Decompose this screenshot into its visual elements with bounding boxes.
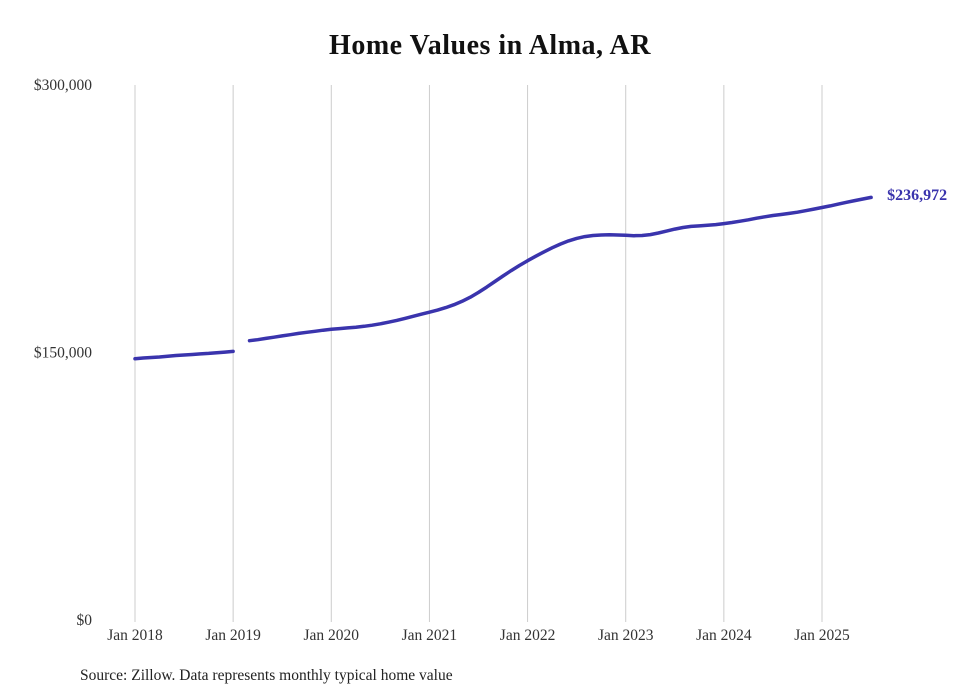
x-tick-label: Jan 2025 xyxy=(794,627,850,644)
series-line xyxy=(133,195,873,361)
y-tick-label: $0 xyxy=(77,612,93,629)
chart-title: Home Values in Alma, AR xyxy=(329,30,651,61)
x-tick-label: Jan 2018 xyxy=(107,627,163,644)
x-tick-label: Jan 2022 xyxy=(500,627,556,644)
series-end-value-label: $236,972 xyxy=(887,187,948,205)
x-tick-label: Jan 2023 xyxy=(598,627,654,644)
x-tick-label: Jan 2021 xyxy=(402,627,458,644)
y-tick-label: $300,000 xyxy=(34,77,92,94)
x-tick-label: Jan 2019 xyxy=(205,627,261,644)
y-tick-label: $150,000 xyxy=(34,345,92,362)
x-tick-label: Jan 2020 xyxy=(304,627,360,644)
x-tick-label: Jan 2024 xyxy=(696,627,752,644)
source-note: Source: Zillow. Data represents monthly … xyxy=(80,667,453,684)
